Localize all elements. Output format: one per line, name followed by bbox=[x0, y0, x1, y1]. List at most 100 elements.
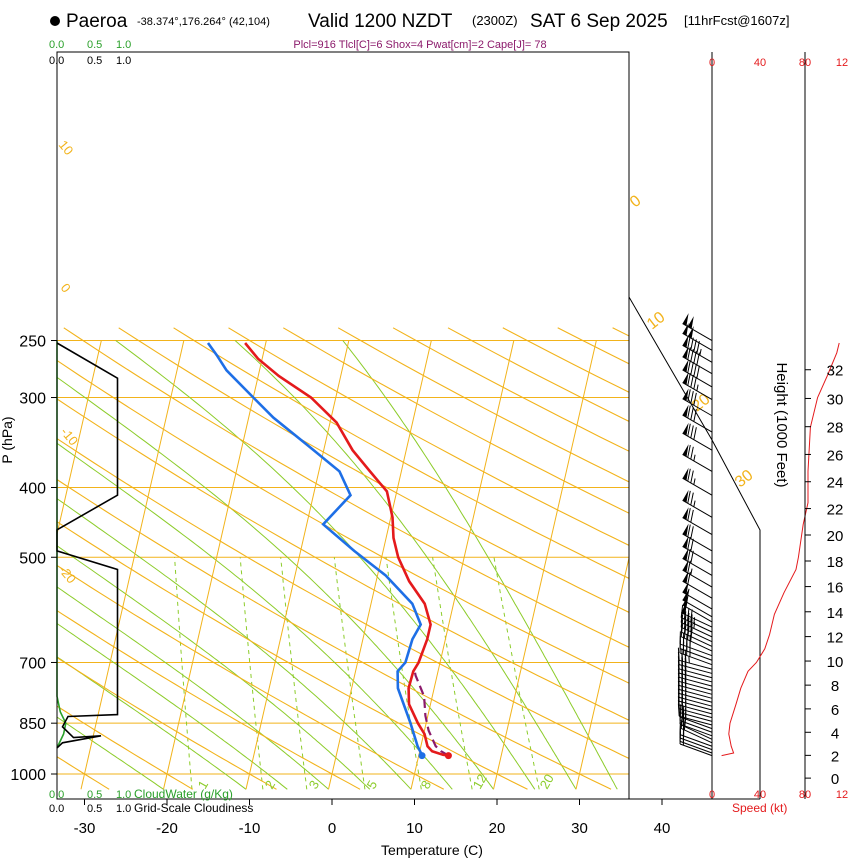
wind-barb-staff bbox=[682, 332, 713, 351]
wind-barb-staff bbox=[680, 631, 713, 647]
wind-barb-flag bbox=[677, 647, 680, 661]
mixing-ratio-line bbox=[280, 557, 308, 790]
mixing-ratio-line bbox=[493, 557, 540, 790]
wind-barb bbox=[682, 536, 713, 564]
y-tick-label: 850 bbox=[19, 716, 46, 733]
height-tick-label: 8 bbox=[831, 678, 839, 695]
wind-speed-profile bbox=[721, 342, 840, 757]
wind-barb-flag bbox=[687, 536, 691, 550]
x-tick-label: -30 bbox=[74, 820, 96, 837]
wind-barb bbox=[682, 404, 713, 433]
dry-adiabat bbox=[118, 327, 629, 613]
height-tick-label: 28 bbox=[827, 420, 844, 437]
wind-barb-staff bbox=[680, 622, 713, 638]
x-tick-label: 0 bbox=[328, 820, 336, 837]
moist-adiabat bbox=[57, 376, 494, 790]
wind-barb bbox=[682, 523, 713, 552]
dry-adiabat bbox=[57, 656, 277, 790]
wind-barb bbox=[682, 388, 713, 417]
wind-barb bbox=[682, 334, 713, 363]
wind-barb bbox=[680, 619, 713, 647]
utc-time: (2300Z) bbox=[472, 13, 518, 28]
wind-barb-flag bbox=[693, 427, 697, 440]
station-name: Paeroa bbox=[66, 11, 128, 32]
isotherm-line bbox=[410, 340, 515, 790]
parcel-path bbox=[413, 667, 449, 757]
y-tick-label: 300 bbox=[19, 391, 46, 408]
height-tick-label: 16 bbox=[827, 580, 844, 597]
wind-barb-flag bbox=[687, 468, 691, 482]
wind-barb-staff bbox=[680, 617, 713, 633]
wind-barb-flag bbox=[683, 620, 687, 634]
y-tick-label: 250 bbox=[19, 334, 46, 351]
dry-adiabat-label: -20 bbox=[56, 562, 80, 586]
wind-barb bbox=[682, 323, 713, 351]
wind-barb-pennant bbox=[682, 523, 689, 537]
wind-barb-half-flag bbox=[693, 454, 696, 462]
wind-barb-pennant bbox=[682, 589, 689, 603]
wind-barb bbox=[682, 372, 713, 401]
height-tick-label: 10 bbox=[827, 654, 844, 671]
wind-barb-flag bbox=[687, 360, 691, 374]
isotherm-line bbox=[163, 340, 267, 790]
dry-adiabat bbox=[63, 327, 629, 648]
height-tick-label: 6 bbox=[831, 702, 839, 719]
wind-barb-flag bbox=[690, 609, 693, 623]
wind-barb-pennant bbox=[682, 422, 689, 436]
mixing-ratio-line bbox=[432, 557, 473, 790]
isotherm-line bbox=[57, 340, 102, 537]
x-axis-label: Temperature (C) bbox=[381, 842, 483, 858]
wind-barb-flag bbox=[687, 423, 691, 437]
mixing-ratio-line bbox=[333, 557, 366, 790]
y-tick-label: 700 bbox=[19, 655, 46, 672]
height-tick-label: 0 bbox=[831, 771, 839, 788]
cloudiness-tick-top: 0.5 bbox=[87, 55, 102, 67]
speed-tick-bottom: 0 bbox=[709, 789, 715, 801]
moist-adiabat bbox=[57, 716, 164, 790]
height-axis-label: Height (1000 Feet) bbox=[773, 362, 790, 487]
wind-barb bbox=[682, 359, 713, 388]
dry-adiabat bbox=[337, 327, 629, 483]
wind-barb-flag bbox=[690, 526, 694, 539]
wind-barb-staff bbox=[679, 668, 713, 679]
x-axis: -30 -20 -10 0 10 20 30 40 bbox=[74, 799, 670, 837]
wind-barb-staff bbox=[680, 626, 713, 643]
isotherm-line bbox=[0, 341, 19, 790]
dry-adiabat bbox=[57, 609, 361, 790]
temperature-line bbox=[244, 342, 449, 757]
wind-barb-flag bbox=[687, 627, 690, 640]
pressure-axis: 250 300 400 500 700 850 1000 bbox=[10, 334, 57, 784]
wind-barb-staff bbox=[679, 704, 713, 715]
cloudwater-tick-bottom: 1.0 bbox=[116, 789, 131, 801]
wind-barb-flag bbox=[693, 363, 697, 377]
wind-barb-staff bbox=[682, 604, 713, 623]
x-tick-label: 20 bbox=[489, 820, 506, 837]
wind-barb-flag bbox=[687, 607, 690, 621]
wind-barb-staff bbox=[682, 477, 713, 496]
moist-adiabat bbox=[57, 545, 371, 790]
wind-barb-flag bbox=[687, 524, 691, 538]
cloudwater-tick-top: 1.0 bbox=[116, 39, 131, 51]
height-tick-label: 2 bbox=[831, 748, 839, 765]
surface-dewpoint-marker bbox=[418, 752, 426, 760]
mixing-ratio-line bbox=[174, 557, 193, 790]
dry-adiabat bbox=[283, 327, 629, 514]
wind-barb-flag bbox=[687, 405, 691, 419]
wind-barb bbox=[682, 548, 713, 576]
speed-tick-top: 40 bbox=[754, 57, 766, 69]
moist-adiabat bbox=[57, 622, 288, 790]
wind-barb-flag bbox=[690, 362, 694, 375]
mixing-ratio-label: 20 bbox=[537, 771, 557, 791]
wind-barb-flag bbox=[680, 619, 684, 633]
cloudiness-tick-top: 1.0 bbox=[116, 55, 131, 67]
cloudwater-label: CloudWater (g/Kg) bbox=[134, 787, 233, 801]
wind-barb bbox=[682, 489, 713, 518]
dry-adiabat bbox=[173, 327, 629, 580]
sounding-parameters: Plcl=916 Tlcl[C]=6 Shox=4 Pwat[cm]=2 Cap… bbox=[293, 39, 546, 51]
wind-barb-flag bbox=[690, 425, 694, 439]
dry-adiabat bbox=[57, 398, 629, 721]
x-tick-label: 10 bbox=[406, 820, 423, 837]
dry-adiabat bbox=[57, 564, 445, 790]
